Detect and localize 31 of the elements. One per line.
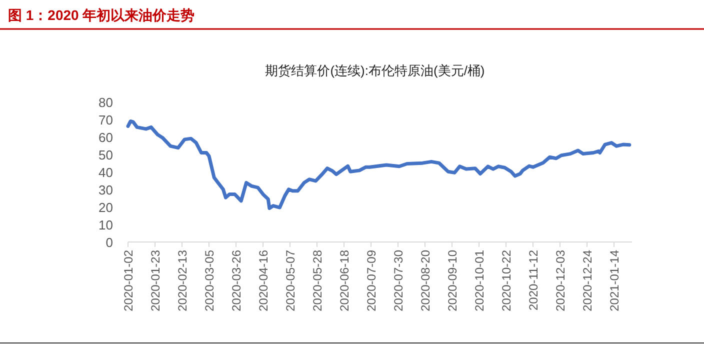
line-series [126, 120, 632, 210]
y-tick-label: 20 [98, 200, 113, 215]
x-tick-label: 2020-11-12 [526, 250, 540, 310]
x-tick-label: 2020-03-26 [230, 250, 244, 312]
x-tick-label: 2020-12-24 [580, 250, 594, 312]
chart-subtitle: 期货结算价(连续):布伦特原油(美元/桶) [265, 63, 485, 78]
y-tick-label: 70 [98, 112, 113, 128]
x-tick-label: 2020-10-22 [500, 250, 514, 312]
x-tick-label: 2020-10-01 [472, 250, 486, 312]
chart-title: 图 1：2020 年初以来油价走势 [8, 7, 195, 23]
x-tick-label: 2021-01-14 [608, 250, 622, 312]
x-tick-label: 2020-03-05 [202, 250, 216, 312]
y-tick-label: 10 [98, 218, 113, 232]
x-tick-label: 2020-07-30 [392, 250, 406, 312]
x-tick-label: 2020-01-02 [122, 250, 136, 312]
x-tick-label: 2020-04-16 [256, 250, 270, 312]
x-tick-label: 2020-06-18 [338, 250, 352, 312]
x-tick-label: 2020-05-28 [310, 250, 324, 312]
x-tick-label: 2020-08-20 [418, 250, 432, 312]
x-tick-label: 2020-01-23 [148, 250, 162, 312]
x-tick-label: 2020-09-10 [446, 250, 460, 312]
y-tick-label: 50 [98, 148, 113, 162]
y-tick-label: 0 [106, 235, 113, 250]
y-tick-label: 30 [98, 182, 113, 198]
y-tick-label: 60 [98, 130, 113, 145]
x-tick-label: 2020-12-03 [554, 250, 568, 312]
y-tick-label: 40 [98, 165, 113, 180]
x-tick-label: 2020-07-09 [364, 250, 378, 312]
x-tick-label: 2020-02-13 [176, 250, 190, 312]
y-tick-label: 80 [98, 95, 113, 110]
x-tick-label: 2020-05-07 [284, 250, 298, 312]
